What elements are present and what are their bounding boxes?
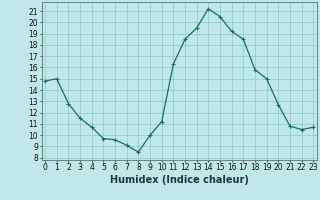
X-axis label: Humidex (Indice chaleur): Humidex (Indice chaleur) bbox=[110, 175, 249, 185]
